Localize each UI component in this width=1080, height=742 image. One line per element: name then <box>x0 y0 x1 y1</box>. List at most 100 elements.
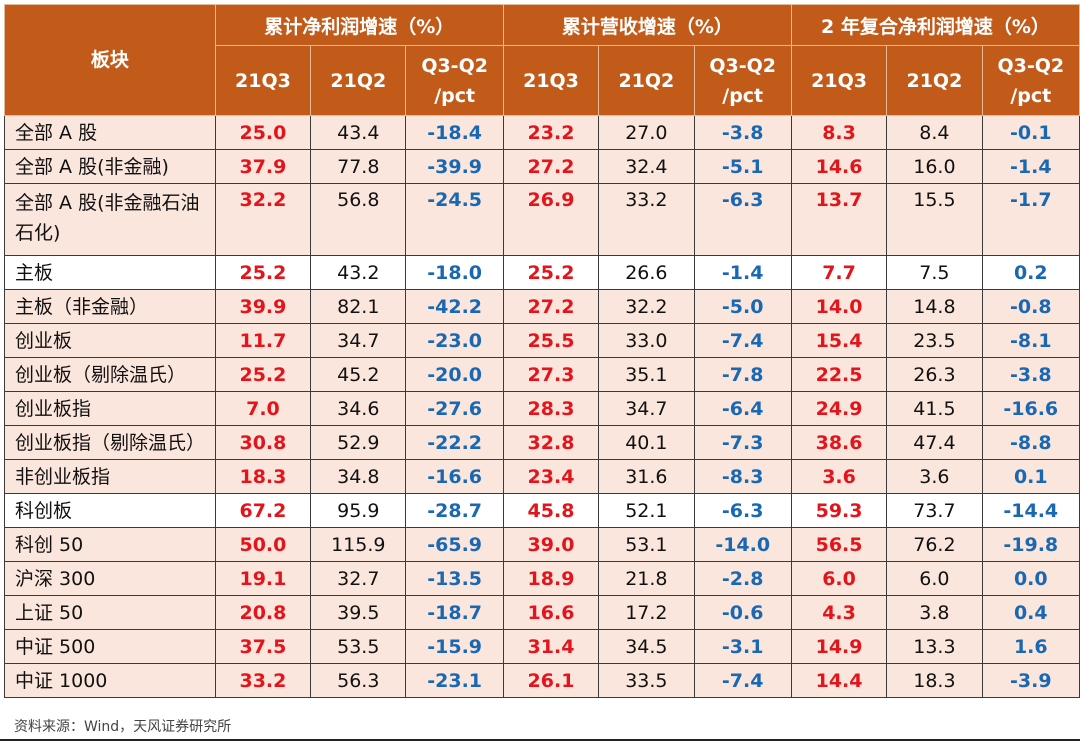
sub-header-2-1: 21Q2 <box>886 45 983 116</box>
q2-value-cell: 40.1 <box>598 425 695 460</box>
diff-value-cell: -3.8 <box>693 115 792 150</box>
q3-value-cell: 26.9 <box>502 183 600 256</box>
q2-value-cell: 15.5 <box>886 183 983 256</box>
row-label: 上证 50 <box>4 595 216 630</box>
diff-value-cell: -20.0 <box>405 357 504 392</box>
q2-value-cell: 77.8 <box>310 149 407 184</box>
table-row: 中证 1000 33.2 56.3 -23.1 26.1 33.5 -7.4 14.4 18.3… <box>4 663 1080 698</box>
diff-value-cell: -8.3 <box>693 459 792 494</box>
q2-value-cell: 52.1 <box>598 493 695 528</box>
q2-value-cell: 16.0 <box>886 149 983 184</box>
diff-value-cell: -6.3 <box>693 183 792 256</box>
q3-value-cell: 67.2 <box>214 493 312 528</box>
q2-value-cell: 26.3 <box>886 357 983 392</box>
q2-value-cell: 26.6 <box>598 255 695 290</box>
diff-value-cell: -0.8 <box>981 289 1080 324</box>
diff-value-cell: -18.7 <box>405 595 504 630</box>
q2-value-cell: 43.4 <box>310 115 407 150</box>
q3-value-cell: 3.6 <box>790 459 888 494</box>
q3-value-cell: 37.5 <box>214 629 312 664</box>
q3-value-cell: 39.0 <box>502 527 600 562</box>
diff-value-cell: -22.2 <box>405 425 504 460</box>
sub-header-2-2: Q3-Q2/pct <box>981 45 1080 116</box>
q3-value-cell: 26.1 <box>502 663 600 698</box>
q2-value-cell: 33.0 <box>598 323 695 358</box>
table-row: 非创业板指 18.3 34.8 -16.6 23.4 31.6 -8.3 3.6 3.6 0.1 <box>4 459 1080 494</box>
row-label: 中证 1000 <box>4 663 216 698</box>
diff-value-cell: 0.4 <box>981 595 1080 630</box>
q3-value-cell: 38.6 <box>790 425 888 460</box>
q2-value-cell: 18.3 <box>886 663 983 698</box>
q3-value-cell: 8.3 <box>790 115 888 150</box>
row-label: 中证 500 <box>4 629 216 664</box>
q2-value-cell: 34.7 <box>310 323 407 358</box>
q3-value-cell: 20.8 <box>214 595 312 630</box>
sub-header-1-2: Q3-Q2/pct <box>693 45 792 116</box>
q2-value-cell: 33.5 <box>598 663 695 698</box>
diff-value-cell: -18.4 <box>405 115 504 150</box>
q2-value-cell: 3.6 <box>886 459 983 494</box>
diff-value-cell: -16.6 <box>981 391 1080 426</box>
row-label: 全部 A 股 <box>4 115 216 150</box>
q2-value-cell: 27.0 <box>598 115 695 150</box>
diff-value-cell: -3.9 <box>981 663 1080 698</box>
q2-value-cell: 32.2 <box>598 289 695 324</box>
q3-value-cell: 25.5 <box>502 323 600 358</box>
diff-value-cell: -65.9 <box>405 527 504 562</box>
q2-value-cell: 34.6 <box>310 391 407 426</box>
q3-value-cell: 37.9 <box>214 149 312 184</box>
q2-value-cell: 33.2 <box>598 183 695 256</box>
row-label: 沪深 300 <box>4 561 216 596</box>
q3-value-cell: 59.3 <box>790 493 888 528</box>
q3-value-cell: 31.4 <box>502 629 600 664</box>
sub-header-1-1: 21Q2 <box>598 45 695 116</box>
q3-value-cell: 14.4 <box>790 663 888 698</box>
q3-value-cell: 30.8 <box>214 425 312 460</box>
sub-header-diff-line1: Q3-Q2 <box>421 54 488 77</box>
row-label: 创业板 <box>4 323 216 358</box>
q3-value-cell: 11.7 <box>214 323 312 358</box>
table-row: 中证 500 37.5 53.5 -15.9 31.4 34.5 -3.1 14.9 13.3 1… <box>4 629 1080 664</box>
q2-value-cell: 56.3 <box>310 663 407 698</box>
diff-value-cell: -6.3 <box>693 493 792 528</box>
q2-value-cell: 13.3 <box>886 629 983 664</box>
q3-value-cell: 39.9 <box>214 289 312 324</box>
diff-value-cell: -39.9 <box>405 149 504 184</box>
row-label: 非创业板指 <box>4 459 216 494</box>
q2-value-cell: 32.7 <box>310 561 407 596</box>
q3-value-cell: 13.7 <box>790 183 888 256</box>
q3-value-cell: 23.2 <box>502 115 600 150</box>
row-label: 创业板指 <box>4 391 216 426</box>
diff-value-cell: -7.3 <box>693 425 792 460</box>
diff-value-cell: -23.0 <box>405 323 504 358</box>
q2-value-cell: 17.2 <box>598 595 695 630</box>
q3-value-cell: 23.4 <box>502 459 600 494</box>
table-row: 全部 A 股 25.0 43.4 -18.4 23.2 27.0 -3.8 8.3 8.4 -0.… <box>4 115 1080 150</box>
q3-value-cell: 24.9 <box>790 391 888 426</box>
diff-value-cell: -19.8 <box>981 527 1080 562</box>
q2-value-cell: 6.0 <box>886 561 983 596</box>
q2-value-cell: 41.5 <box>886 391 983 426</box>
sub-header-diff-line2: /pct <box>722 84 764 107</box>
diff-value-cell: -14.0 <box>693 527 792 562</box>
diff-value-cell: -23.1 <box>405 663 504 698</box>
q3-value-cell: 50.0 <box>214 527 312 562</box>
sub-header-diff-line2: /pct <box>434 84 476 107</box>
row-label: 科创板 <box>4 493 216 528</box>
sub-header-0-0: 21Q3 <box>214 45 312 116</box>
q3-value-cell: 4.3 <box>790 595 888 630</box>
sub-header-2-0: 21Q3 <box>790 45 888 116</box>
q3-value-cell: 14.0 <box>790 289 888 324</box>
q2-value-cell: 115.9 <box>310 527 407 562</box>
q2-value-cell: 31.6 <box>598 459 695 494</box>
q2-value-cell: 76.2 <box>886 527 983 562</box>
diff-value-cell: -15.9 <box>405 629 504 664</box>
row-label: 主板 <box>4 255 216 290</box>
diff-value-cell: -6.4 <box>693 391 792 426</box>
q2-value-cell: 14.8 <box>886 289 983 324</box>
q3-value-cell: 25.2 <box>214 255 312 290</box>
q2-value-cell: 7.5 <box>886 255 983 290</box>
q3-value-cell: 6.0 <box>790 561 888 596</box>
q3-value-cell: 22.5 <box>790 357 888 392</box>
